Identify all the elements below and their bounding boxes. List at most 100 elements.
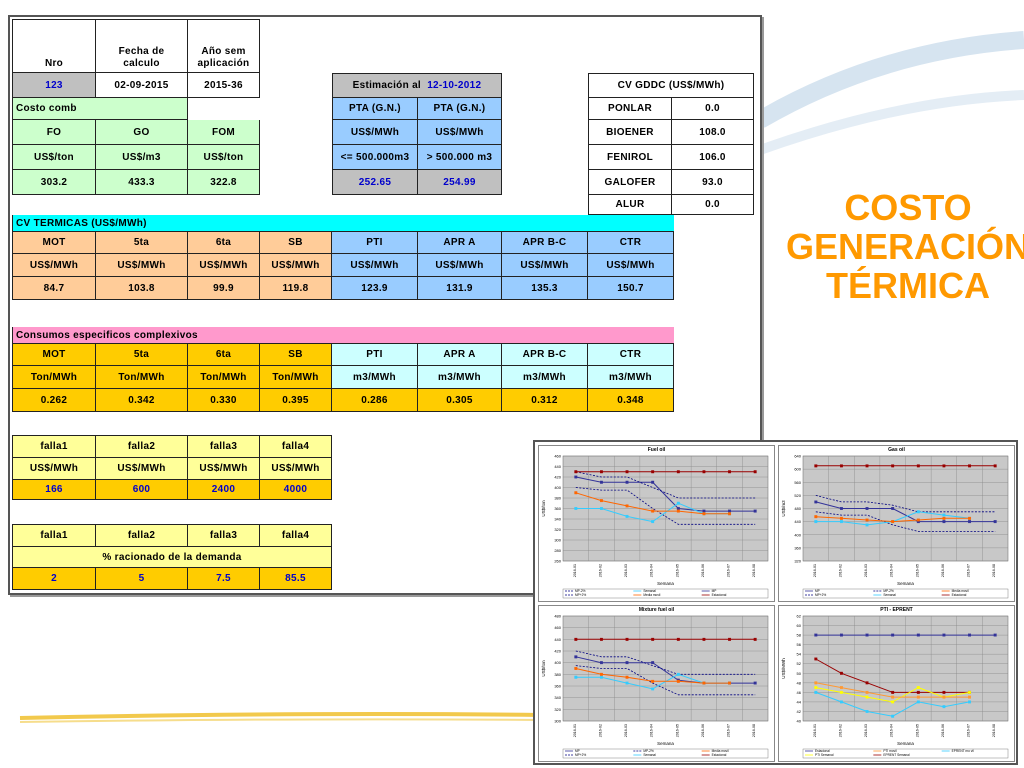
go-value[interactable]: 433.3 — [96, 170, 188, 195]
gddc-value-bioener[interactable]: 108.0 — [672, 120, 754, 145]
cvt-header-3: 6ta — [188, 232, 260, 254]
chart-title: Fuel oil — [647, 447, 666, 453]
y-tick-label: 440 — [554, 637, 561, 642]
fom-header: FOM — [188, 120, 260, 145]
cvt-value-6[interactable]: 131.9 — [418, 277, 502, 300]
fecha-value[interactable]: 02-09-2015 — [96, 73, 188, 98]
legend-entry: MP+2% — [575, 753, 586, 757]
data-point — [942, 464, 946, 468]
pta-value-2[interactable]: 254.99 — [418, 170, 502, 195]
data-point — [599, 672, 603, 676]
cons-value-3[interactable]: 0.330 — [188, 389, 260, 412]
cvt-value-4[interactable]: 119.8 — [260, 277, 332, 300]
cons-value-5[interactable]: 0.286 — [332, 389, 418, 412]
data-point — [968, 690, 972, 694]
falla1-value[interactable]: 166 — [12, 480, 96, 500]
cons-value-1[interactable]: 0.262 — [12, 389, 96, 412]
pct-falla1-value[interactable]: 2 — [12, 568, 96, 590]
y-axis-label: US$/MWh — [781, 658, 786, 679]
cvt-value-7[interactable]: 135.3 — [502, 277, 588, 300]
y-tick-label: 58 — [797, 633, 802, 638]
x-tick-label: 2016-06 — [941, 564, 945, 577]
gddc-value-alur[interactable]: 0.0 — [672, 195, 754, 215]
nro-value[interactable]: 123 — [12, 73, 96, 98]
data-point — [814, 520, 818, 524]
data-point — [891, 690, 895, 694]
fom-value[interactable]: 322.8 — [188, 170, 260, 195]
y-tick-label: 46 — [797, 690, 802, 695]
y-tick-label: 360 — [554, 506, 561, 511]
cvt-value-1[interactable]: 84.7 — [12, 277, 96, 300]
x-tick-label: 2016-06 — [701, 724, 705, 737]
gddc-name-ponlar: PONLAR — [588, 98, 672, 120]
cons-header-7: APR B-C — [502, 344, 588, 366]
cons-header-5: PTI — [332, 344, 418, 366]
x-tick-label: 2016-07 — [967, 724, 971, 737]
data-point — [599, 480, 603, 484]
fo-value[interactable]: 303.2 — [12, 170, 96, 195]
pct-falla4-value[interactable]: 85.5 — [260, 568, 332, 590]
cvt-unit-7: US$/MWh — [502, 254, 588, 277]
cons-unit-2: Ton/MWh — [96, 366, 188, 389]
y-tick-label: 400 — [554, 485, 561, 490]
chart-panel-4: PTI - EPRENT 62 60 58 56 54 52 50 48 46 44 42 40 2016… — [778, 605, 1015, 762]
slide-title: COSTO GENERACIÓN TÉRMICA — [758, 188, 1024, 305]
data-point — [942, 513, 946, 517]
data-point — [728, 470, 732, 474]
anio-value[interactable]: 2015-36 — [188, 73, 260, 98]
cons-value-7[interactable]: 0.312 — [502, 389, 588, 412]
gddc-value-galofer[interactable]: 93.0 — [672, 170, 754, 195]
x-tick-label: 2016-02 — [598, 724, 602, 737]
cons-value-8[interactable]: 0.348 — [588, 389, 674, 412]
falla3-value[interactable]: 2400 — [188, 480, 260, 500]
cons-unit-6: m3/MWh — [418, 366, 502, 389]
data-point — [839, 690, 843, 694]
cvt-value-3[interactable]: 99.9 — [188, 277, 260, 300]
data-point — [968, 516, 972, 520]
falla2-value[interactable]: 600 — [96, 480, 188, 500]
y-axis-label: US$/ton — [541, 500, 546, 517]
data-point — [651, 679, 655, 683]
y-axis-label: US$/m3 — [781, 500, 786, 517]
data-point — [839, 520, 843, 524]
cons-value-2[interactable]: 0.342 — [96, 389, 188, 412]
data-point — [599, 661, 603, 665]
cvt-unit-4: US$/MWh — [260, 254, 332, 277]
x-tick-label: 2016-07 — [967, 564, 971, 577]
data-point — [916, 690, 920, 694]
pct-falla2-value[interactable]: 5 — [96, 568, 188, 590]
pct-falla3-value[interactable]: 7.5 — [188, 568, 260, 590]
data-point — [728, 681, 732, 685]
cvt-value-2[interactable]: 103.8 — [96, 277, 188, 300]
data-point — [574, 491, 578, 495]
legend-box — [562, 748, 769, 759]
cons-value-4[interactable]: 0.395 — [260, 389, 332, 412]
y-tick-label: 320 — [554, 527, 561, 532]
y-tick-label: 600 — [794, 467, 801, 472]
data-point — [968, 695, 972, 699]
y-tick-label: 460 — [554, 454, 561, 459]
gddc-value-ponlar[interactable]: 0.0 — [672, 98, 754, 120]
gddc-value-fenirol[interactable]: 106.0 — [672, 145, 754, 170]
cons-value-6[interactable]: 0.305 — [418, 389, 502, 412]
data-point — [839, 633, 843, 637]
falla4-value[interactable]: 4000 — [260, 480, 332, 500]
data-point — [942, 695, 946, 699]
cvt-value-5[interactable]: 123.9 — [332, 277, 418, 300]
x-axis-label: Semana — [897, 581, 914, 586]
y-tick-label: 42 — [797, 709, 802, 714]
y-tick-label: 320 — [794, 559, 801, 564]
data-point — [865, 695, 869, 699]
estimacion-date[interactable]: 12-10-2012 — [427, 80, 482, 91]
gddc-name-fenirol: FENIROL — [588, 145, 672, 170]
data-point — [574, 470, 578, 474]
data-point — [676, 501, 680, 505]
cvt-unit-3: US$/MWh — [188, 254, 260, 277]
data-point — [676, 672, 680, 676]
pta-value-1[interactable]: 252.65 — [332, 170, 418, 195]
data-point — [916, 633, 920, 637]
chart-title: Mixture fuel oil — [638, 607, 675, 613]
data-point — [839, 700, 843, 704]
cvt-value-8[interactable]: 150.7 — [588, 277, 674, 300]
chart-svg: 460 440 420 400 380 360 340 320 300 280 260 2016-01… — [541, 454, 769, 599]
